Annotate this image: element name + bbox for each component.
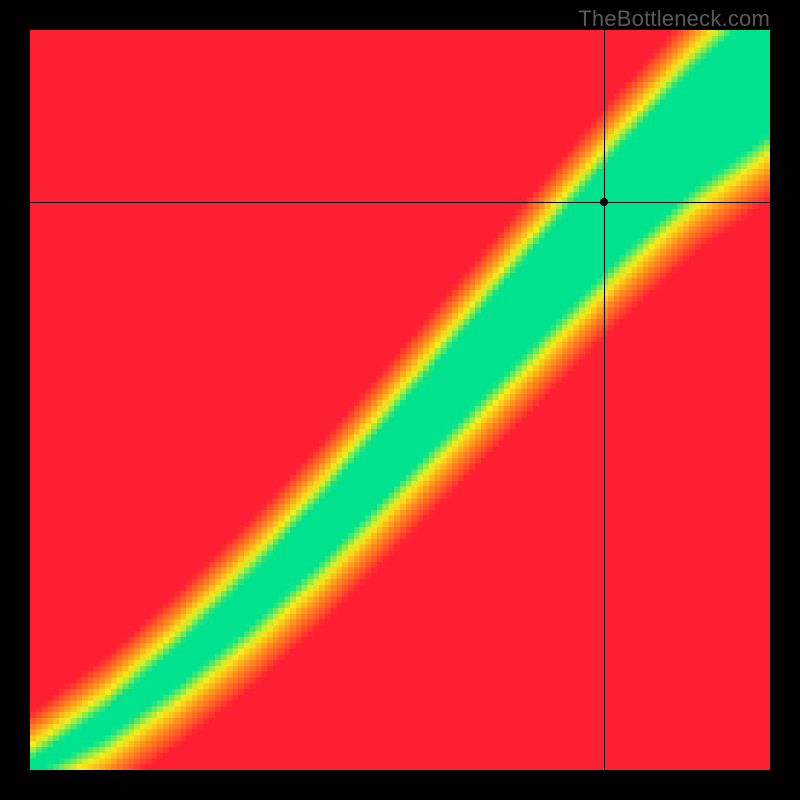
crosshair-vertical: [604, 30, 605, 770]
crosshair-horizontal: [30, 202, 770, 203]
heatmap-canvas: [30, 30, 770, 770]
bottleneck-heatmap: [30, 30, 770, 770]
watermark-text: TheBottleneck.com: [578, 6, 770, 32]
crosshair-marker: [600, 198, 608, 206]
